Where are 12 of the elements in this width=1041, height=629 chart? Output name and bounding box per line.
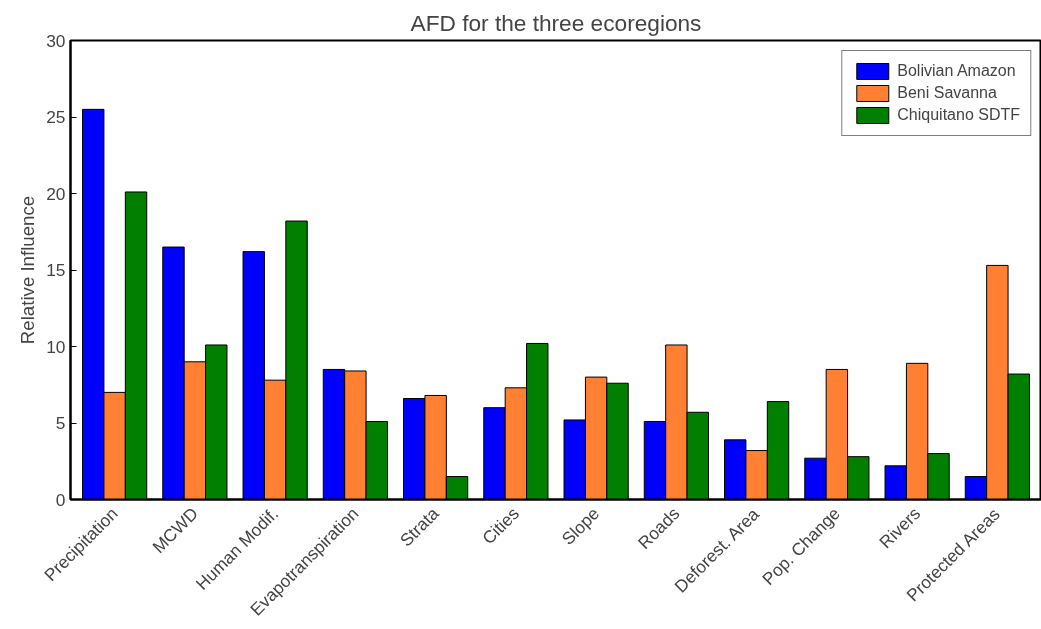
y-tick-label: 25	[46, 107, 66, 127]
y-tick-label: 30	[46, 30, 66, 51]
legend-label: Bolivian Amazon	[897, 62, 1016, 80]
y-tick-label: 20	[46, 183, 66, 204]
y-tick-label: 0	[55, 489, 66, 510]
y-tick-label: 15	[46, 260, 66, 280]
chart-title: AFD for the three ecoregions	[410, 9, 702, 36]
legend-label: Chiquitano SDTF	[897, 106, 1020, 124]
y-tick-label: 5	[55, 413, 66, 433]
y-tick-label: 10	[46, 336, 66, 357]
y-axis-title: Relative Influence	[17, 195, 39, 345]
legend-label: Beni Savanna	[897, 84, 997, 102]
